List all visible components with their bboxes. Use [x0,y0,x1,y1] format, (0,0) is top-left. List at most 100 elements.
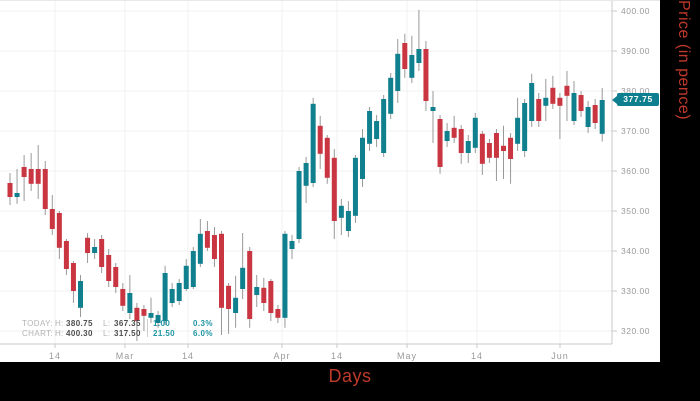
candle-up [444,131,450,141]
last-price-tag: 377.75 [612,93,659,106]
candle-down [564,85,570,96]
candle-down [275,309,281,318]
chart-change: 21.50 [153,329,176,338]
candle-up [183,265,189,289]
candle-up [303,163,309,186]
candle-down [28,169,34,184]
y-axis-title: Price (in pence) [675,0,692,121]
candle-up [430,107,436,111]
candle-up [197,233,203,264]
candle-down [49,209,55,229]
today-change-pct: 0.3% [193,319,213,328]
candle-up [543,97,549,106]
candle-down [423,49,429,101]
candle-down [437,119,443,167]
candle-down [42,169,48,209]
candle-down [141,309,147,316]
candle-up [296,171,302,239]
candle-down [261,287,267,303]
candle-down [247,251,253,319]
today-label: TODAY: [22,319,54,328]
candle-down [402,43,408,69]
x-tick-label: 14 [182,351,194,361]
candle-up [14,193,20,197]
candle-down [21,167,27,177]
today-low-value: 367.35 [114,319,141,328]
chart-low-value: 317.50 [114,329,141,338]
candle-up [409,55,415,78]
candle-down [113,267,119,287]
candle-up [78,281,83,308]
candle-down [324,137,330,178]
candle-up [148,313,154,318]
chart-low-label: L: [103,329,111,338]
candle-down [501,145,506,151]
stats-divider [147,319,148,337]
y-tick-label: 350.00 [621,206,650,216]
candle-up [92,247,98,253]
y-tick-label: 360.00 [621,166,650,176]
candle-up [515,117,521,144]
candle-up [465,141,471,153]
candle-down [204,231,210,248]
candle-down [550,87,556,104]
candle-up [254,287,260,295]
chart-change-pct: 6.0% [193,329,213,338]
candle-up [522,103,528,151]
candle-up [169,289,175,303]
candlestick-chart[interactable]: 400.00 390.00 380.00 370.00 360.00 350.00 340.… [0,1,660,362]
candle-down [479,133,485,164]
y-tick-label: 340.00 [621,246,650,256]
candle-down [331,157,337,221]
y-tick-label: 400.00 [621,6,650,16]
candle-up [127,293,133,313]
today-high-value: 380.75 [66,319,93,328]
today-high-label: H: [55,319,64,328]
candle-down [85,237,91,253]
candle-up [529,83,535,121]
y-tick-label: 390.00 [621,46,650,56]
candle-down [458,129,464,153]
candle-up [282,233,288,318]
candle-up [240,267,246,289]
candle-up [367,111,373,144]
candle-down [557,97,563,106]
y-tick-label: 380.00 [621,86,650,96]
y-tick-label: 320.00 [621,326,650,336]
candle-down [508,137,514,159]
candle-up [176,283,182,301]
candle-down [63,241,69,269]
x-tick-label: Jun [551,351,569,361]
candle-up [310,103,316,183]
candle-down [536,99,542,121]
x-tick-label: May [397,351,417,361]
candle-up [381,99,387,153]
candle-up [352,157,358,216]
stats-box: TODAY: H: 380.75 L: 367.35 1.00 0.3% CHA… [0,318,230,342]
x-axis-title: Days [328,366,372,386]
today-low-label: L: [103,319,111,328]
x-tick-label: 14 [471,351,483,361]
y-tick-label: 370.00 [621,126,650,136]
x-tick-label: 14 [331,351,343,361]
candle-down [317,125,323,154]
candle-up [360,137,365,179]
candle-down [592,105,598,123]
candle-down [451,127,457,138]
chart-label: CHART: [22,329,54,338]
candle-up [585,107,591,127]
chart-high-value: 400.30 [66,329,93,338]
candle-down [56,213,62,248]
y-tick-label: 330.00 [621,286,650,296]
candle-down [35,169,41,184]
candle-up [599,100,605,134]
candle-down [268,281,274,313]
candle-up [233,297,239,313]
candle-down [493,133,499,158]
candle-down [226,285,232,309]
candle-up [395,53,401,91]
candle-down [99,239,105,267]
candle-up [374,121,380,139]
candle-up [338,205,344,218]
